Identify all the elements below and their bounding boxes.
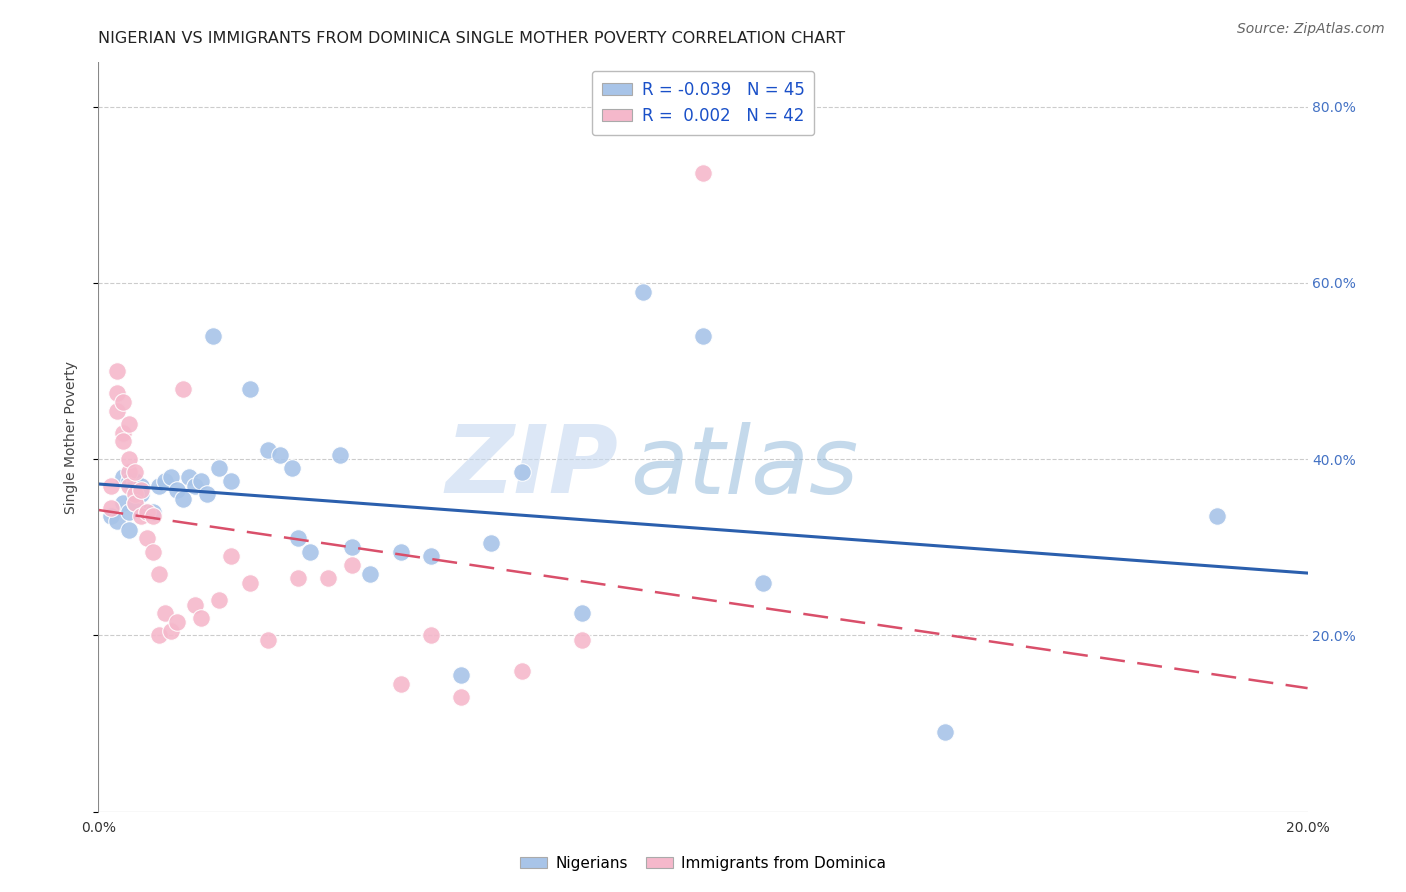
Point bbox=[208, 593, 231, 607]
Point bbox=[105, 386, 128, 401]
Point bbox=[510, 466, 533, 480]
Point bbox=[752, 575, 775, 590]
Point bbox=[287, 571, 309, 585]
Point bbox=[221, 549, 243, 563]
Text: ZIP: ZIP bbox=[446, 421, 619, 513]
Point bbox=[160, 469, 183, 483]
Point bbox=[129, 487, 152, 501]
Point bbox=[148, 478, 170, 492]
Point bbox=[389, 677, 412, 691]
Point bbox=[129, 509, 152, 524]
Point bbox=[281, 461, 304, 475]
Point bbox=[118, 474, 141, 488]
Point bbox=[118, 523, 141, 537]
Text: Source: ZipAtlas.com: Source: ZipAtlas.com bbox=[1237, 22, 1385, 37]
Legend: R = -0.039   N = 45, R =  0.002   N = 42: R = -0.039 N = 45, R = 0.002 N = 42 bbox=[592, 70, 814, 135]
Point bbox=[342, 541, 364, 555]
Point bbox=[111, 434, 134, 449]
Point bbox=[190, 474, 212, 488]
Point bbox=[190, 611, 212, 625]
Point bbox=[239, 575, 262, 590]
Point bbox=[111, 394, 134, 409]
Point bbox=[202, 328, 225, 343]
Point bbox=[239, 382, 262, 396]
Point bbox=[1206, 509, 1229, 524]
Point bbox=[111, 496, 134, 510]
Point bbox=[329, 448, 352, 462]
Point bbox=[450, 690, 472, 705]
Point bbox=[135, 532, 157, 546]
Point bbox=[100, 500, 122, 515]
Point bbox=[360, 566, 382, 581]
Point bbox=[148, 566, 170, 581]
Point bbox=[631, 285, 654, 299]
Point bbox=[195, 487, 218, 501]
Point bbox=[100, 509, 122, 524]
Point bbox=[510, 664, 533, 678]
Point bbox=[124, 466, 146, 480]
Point bbox=[118, 478, 141, 492]
Point bbox=[184, 598, 207, 612]
Point bbox=[100, 478, 122, 492]
Point bbox=[166, 615, 188, 630]
Point bbox=[208, 461, 231, 475]
Text: atlas: atlas bbox=[630, 422, 859, 513]
Point bbox=[571, 607, 593, 621]
Point bbox=[129, 483, 152, 497]
Point bbox=[184, 478, 207, 492]
Point bbox=[135, 505, 157, 519]
Point bbox=[256, 632, 278, 647]
Point bbox=[481, 536, 503, 550]
Point bbox=[118, 417, 141, 431]
Point bbox=[153, 474, 176, 488]
Point bbox=[124, 496, 146, 510]
Point bbox=[389, 544, 412, 558]
Point bbox=[166, 483, 188, 497]
Y-axis label: Single Mother Poverty: Single Mother Poverty bbox=[63, 360, 77, 514]
Point bbox=[256, 443, 278, 458]
Point bbox=[420, 628, 443, 642]
Point bbox=[111, 425, 134, 440]
Point bbox=[316, 571, 339, 585]
Point bbox=[118, 505, 141, 519]
Point bbox=[160, 624, 183, 638]
Text: NIGERIAN VS IMMIGRANTS FROM DOMINICA SINGLE MOTHER POVERTY CORRELATION CHART: NIGERIAN VS IMMIGRANTS FROM DOMINICA SIN… bbox=[98, 31, 845, 46]
Point bbox=[221, 474, 243, 488]
Point bbox=[172, 382, 194, 396]
Point bbox=[172, 491, 194, 506]
Point bbox=[299, 544, 322, 558]
Point bbox=[450, 668, 472, 682]
Point bbox=[105, 403, 128, 417]
Point bbox=[105, 364, 128, 378]
Point bbox=[153, 607, 176, 621]
Legend: Nigerians, Immigrants from Dominica: Nigerians, Immigrants from Dominica bbox=[513, 850, 893, 877]
Point bbox=[269, 448, 291, 462]
Point bbox=[148, 628, 170, 642]
Point bbox=[287, 532, 309, 546]
Point bbox=[142, 544, 165, 558]
Point bbox=[135, 505, 157, 519]
Point bbox=[692, 166, 714, 180]
Point bbox=[692, 328, 714, 343]
Point bbox=[111, 469, 134, 483]
Point bbox=[124, 496, 146, 510]
Point bbox=[129, 478, 152, 492]
Point bbox=[342, 558, 364, 572]
Point bbox=[105, 514, 128, 528]
Point bbox=[142, 509, 165, 524]
Point bbox=[420, 549, 443, 563]
Point bbox=[118, 452, 141, 467]
Point bbox=[571, 632, 593, 647]
Point bbox=[179, 469, 201, 483]
Point bbox=[934, 725, 956, 739]
Point bbox=[118, 466, 141, 480]
Point bbox=[124, 474, 146, 488]
Point bbox=[142, 505, 165, 519]
Point bbox=[124, 487, 146, 501]
